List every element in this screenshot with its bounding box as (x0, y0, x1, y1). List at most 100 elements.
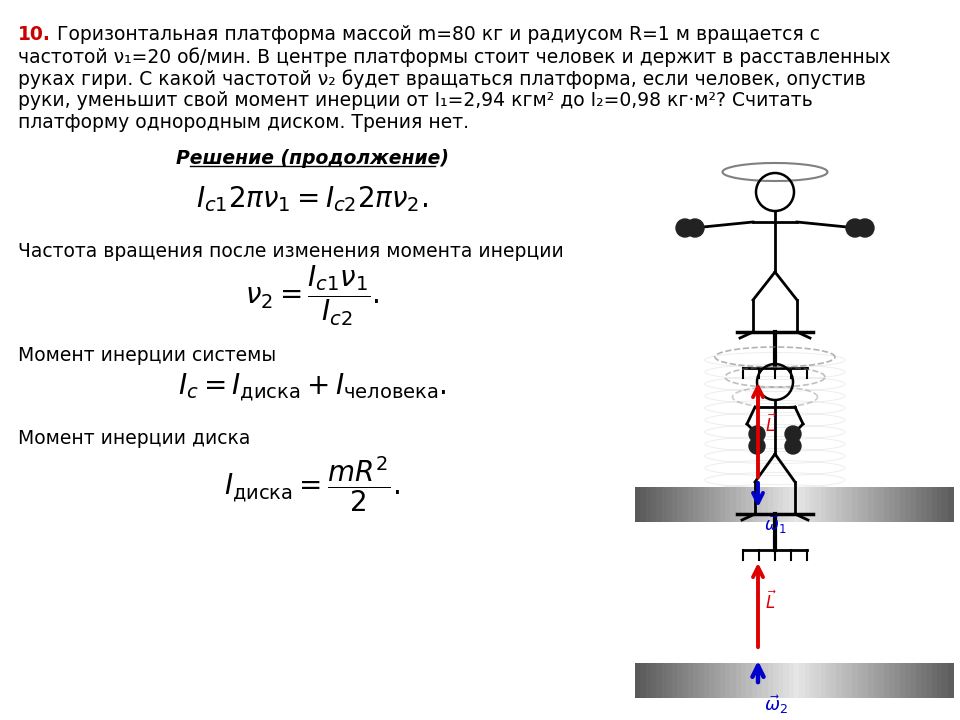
Bar (852, 487, 858, 522)
Bar (895, 663, 901, 698)
Circle shape (785, 426, 801, 442)
Text: платформу однородным диском. Трения нет.: платформу однородным диском. Трения нет. (18, 113, 469, 132)
Bar (884, 487, 891, 522)
Bar (693, 663, 700, 698)
Text: руки, уменьшит свой момент инерции от I₁=2,94 кгм² до I₂=0,98 кг·м²? Считать: руки, уменьшит свой момент инерции от I₁… (18, 91, 813, 110)
Bar (767, 487, 774, 522)
Bar (672, 487, 679, 522)
Bar (937, 663, 944, 698)
Bar (752, 663, 757, 698)
Bar (741, 487, 747, 522)
Bar (905, 487, 912, 522)
Bar (932, 663, 938, 698)
Bar (657, 487, 662, 522)
Bar (900, 663, 906, 698)
Bar (789, 663, 795, 698)
Text: $\nu_2 = \dfrac{I_{c1}\nu_1}{I_{c2}}.$: $\nu_2 = \dfrac{I_{c1}\nu_1}{I_{c2}}.$ (245, 264, 379, 328)
Bar (932, 487, 938, 522)
Bar (683, 663, 689, 698)
Bar (678, 663, 684, 698)
Bar (900, 487, 906, 522)
Bar (752, 487, 757, 522)
Bar (735, 663, 742, 698)
Text: Решение (продолжение): Решение (продолжение) (176, 149, 448, 168)
Bar (794, 487, 801, 522)
Text: $\vec{\omega}_1$: $\vec{\omega}_1$ (764, 514, 786, 536)
Text: $\vec{\omega}_2$: $\vec{\omega}_2$ (764, 693, 788, 716)
Bar (735, 487, 742, 522)
Bar (868, 487, 875, 522)
Bar (773, 487, 780, 522)
Bar (926, 487, 933, 522)
Bar (874, 663, 879, 698)
Text: Момент инерции системы: Момент инерции системы (18, 346, 276, 365)
Bar (779, 487, 784, 522)
Bar (943, 663, 948, 698)
Bar (693, 487, 700, 522)
Bar (683, 487, 689, 522)
Bar (688, 487, 694, 522)
Bar (857, 487, 864, 522)
Bar (699, 663, 705, 698)
Bar (916, 487, 923, 522)
Bar (767, 663, 774, 698)
Bar (800, 487, 805, 522)
Circle shape (686, 219, 704, 237)
Bar (651, 487, 658, 522)
Bar (815, 663, 822, 698)
Bar (756, 663, 763, 698)
Bar (926, 663, 933, 698)
Bar (699, 487, 705, 522)
Bar (773, 663, 780, 698)
Text: Горизонтальная платформа массой m=80 кг и радиусом R=1 м вращается с: Горизонтальная платформа массой m=80 кг … (45, 25, 820, 44)
Bar (783, 663, 790, 698)
Bar (804, 487, 811, 522)
Bar (815, 487, 822, 522)
Bar (672, 663, 679, 698)
Bar (826, 663, 832, 698)
Bar (725, 663, 732, 698)
Bar (661, 487, 668, 522)
Bar (704, 663, 710, 698)
Bar (794, 663, 801, 698)
Circle shape (749, 426, 765, 442)
Bar (878, 487, 885, 522)
Bar (635, 487, 641, 522)
Bar (831, 487, 837, 522)
Bar (911, 487, 917, 522)
Text: $\vec{L}$: $\vec{L}$ (765, 590, 777, 613)
Text: $\vec{L}$: $\vec{L}$ (765, 414, 777, 436)
Bar (709, 487, 715, 522)
Bar (714, 487, 721, 522)
Circle shape (676, 219, 694, 237)
Bar (688, 663, 694, 698)
Bar (667, 663, 673, 698)
Bar (863, 663, 869, 698)
Bar (741, 663, 747, 698)
Bar (847, 487, 853, 522)
Bar (922, 663, 927, 698)
Bar (821, 487, 827, 522)
Circle shape (785, 438, 801, 454)
Text: Частота вращения после изменения момента инерции: Частота вращения после изменения момента… (18, 242, 564, 261)
Bar (789, 487, 795, 522)
Bar (874, 487, 879, 522)
Text: 10.: 10. (18, 25, 51, 44)
Bar (725, 487, 732, 522)
Bar (783, 487, 790, 522)
Bar (661, 663, 668, 698)
Bar (948, 487, 954, 522)
Bar (762, 663, 769, 698)
Bar (831, 663, 837, 698)
Bar (678, 487, 684, 522)
Bar (868, 663, 875, 698)
Text: $I_c = I_{\rm диска} + I_{\rm человека}.$: $I_c = I_{\rm диска} + I_{\rm человека}.… (178, 371, 446, 403)
Bar (878, 663, 885, 698)
Bar (709, 663, 715, 698)
Bar (640, 487, 647, 522)
Bar (842, 487, 848, 522)
Bar (645, 663, 652, 698)
Bar (720, 487, 726, 522)
Text: $I_{c1}2\pi\nu_1 = I_{c2}2\pi\nu_2.$: $I_{c1}2\pi\nu_1 = I_{c2}2\pi\nu_2.$ (196, 184, 428, 214)
Bar (948, 663, 954, 698)
